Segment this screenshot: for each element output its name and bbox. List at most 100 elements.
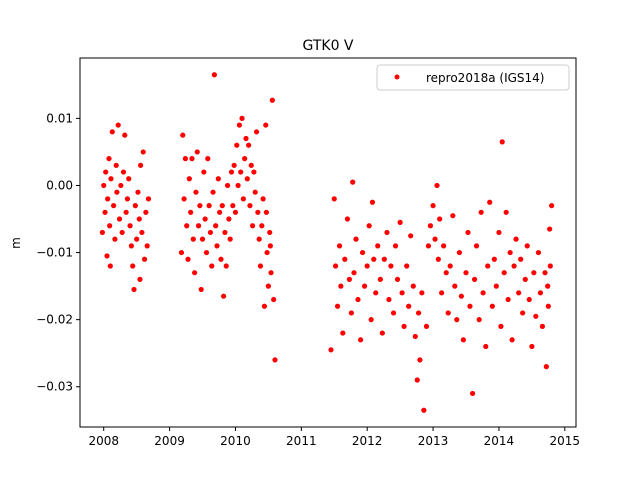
data-point bbox=[197, 203, 203, 209]
data-point bbox=[361, 283, 368, 289]
y-tick-label: −0.03 bbox=[36, 380, 73, 394]
data-point bbox=[107, 223, 113, 229]
data-point bbox=[115, 122, 121, 128]
data-point bbox=[118, 182, 124, 189]
data-point bbox=[269, 97, 275, 103]
data-point bbox=[246, 142, 252, 148]
data-point bbox=[205, 156, 211, 162]
legend-marker bbox=[394, 74, 400, 80]
data-point bbox=[368, 317, 374, 323]
data-point bbox=[480, 290, 486, 296]
data-point bbox=[134, 236, 140, 242]
data-point bbox=[408, 233, 414, 239]
x-tick-label: 2011 bbox=[286, 434, 317, 448]
data-point bbox=[108, 176, 114, 182]
data-point bbox=[507, 249, 513, 256]
data-point bbox=[522, 276, 528, 282]
data-point bbox=[545, 283, 551, 289]
data-point bbox=[263, 122, 269, 128]
data-point bbox=[140, 149, 146, 155]
data-point bbox=[491, 256, 497, 262]
data-point bbox=[450, 213, 456, 219]
x-tick-label: 2010 bbox=[220, 434, 251, 448]
data-point bbox=[394, 276, 401, 282]
data-point bbox=[244, 176, 250, 182]
x-tick-label: 2008 bbox=[88, 434, 119, 448]
data-point bbox=[178, 249, 185, 256]
data-point bbox=[103, 169, 109, 175]
data-point bbox=[230, 203, 236, 209]
data-point bbox=[423, 323, 430, 329]
data-point bbox=[242, 156, 248, 162]
data-point bbox=[350, 179, 356, 185]
data-point bbox=[119, 229, 125, 236]
data-point bbox=[460, 337, 466, 343]
data-point bbox=[193, 189, 199, 195]
y-axis-ticks: 0.01 0.00 −0.01 −0.02 −0.03 bbox=[36, 111, 80, 394]
data-point bbox=[542, 270, 548, 276]
legend: repro2018a (IGS14) bbox=[376, 64, 570, 91]
data-point bbox=[180, 132, 186, 138]
data-point bbox=[469, 390, 476, 397]
data-point bbox=[247, 203, 253, 209]
data-point bbox=[496, 229, 502, 236]
data-point bbox=[215, 176, 221, 182]
data-point bbox=[348, 310, 354, 316]
data-point bbox=[543, 364, 549, 370]
data-point bbox=[443, 270, 449, 276]
data-point bbox=[102, 209, 108, 215]
data-point bbox=[516, 290, 522, 296]
data-point bbox=[194, 149, 200, 155]
data-point bbox=[268, 270, 274, 276]
data-point bbox=[425, 243, 432, 249]
data-point bbox=[217, 209, 223, 215]
data-point bbox=[419, 290, 425, 296]
data-point bbox=[371, 256, 377, 262]
data-point bbox=[272, 357, 278, 363]
data-point bbox=[493, 283, 499, 289]
data-point bbox=[256, 236, 262, 242]
data-point bbox=[467, 303, 473, 309]
data-point bbox=[355, 296, 361, 303]
data-point bbox=[509, 337, 515, 343]
data-point bbox=[104, 253, 110, 259]
data-point bbox=[427, 223, 434, 229]
data-point bbox=[116, 216, 123, 222]
data-point bbox=[353, 236, 359, 242]
data-point bbox=[505, 296, 511, 303]
data-point bbox=[421, 407, 427, 413]
data-point bbox=[399, 290, 405, 296]
data-point bbox=[392, 243, 399, 249]
data-point bbox=[251, 169, 257, 175]
data-point bbox=[222, 229, 228, 236]
data-point bbox=[452, 283, 458, 289]
data-point bbox=[238, 169, 244, 175]
data-point bbox=[182, 156, 188, 162]
x-tick-label: 2015 bbox=[550, 434, 581, 448]
data-point bbox=[351, 270, 357, 276]
data-point bbox=[377, 276, 383, 282]
data-point bbox=[401, 323, 407, 329]
data-point bbox=[243, 135, 249, 142]
data-point bbox=[252, 189, 258, 195]
data-point bbox=[136, 216, 142, 222]
data-point bbox=[336, 243, 343, 249]
data-point bbox=[412, 333, 418, 340]
data-point bbox=[201, 169, 207, 175]
plot-frame bbox=[79, 57, 577, 428]
data-point bbox=[434, 182, 440, 189]
data-point bbox=[139, 229, 145, 236]
data-point bbox=[185, 256, 191, 262]
data-point bbox=[213, 223, 219, 229]
data-point bbox=[220, 293, 227, 299]
data-point bbox=[198, 286, 204, 293]
data-point bbox=[478, 209, 484, 215]
data-point bbox=[547, 226, 553, 232]
data-point bbox=[456, 249, 463, 256]
data-point bbox=[188, 209, 194, 215]
data-point bbox=[381, 256, 387, 262]
data-point bbox=[414, 377, 420, 383]
data-point bbox=[511, 263, 517, 269]
